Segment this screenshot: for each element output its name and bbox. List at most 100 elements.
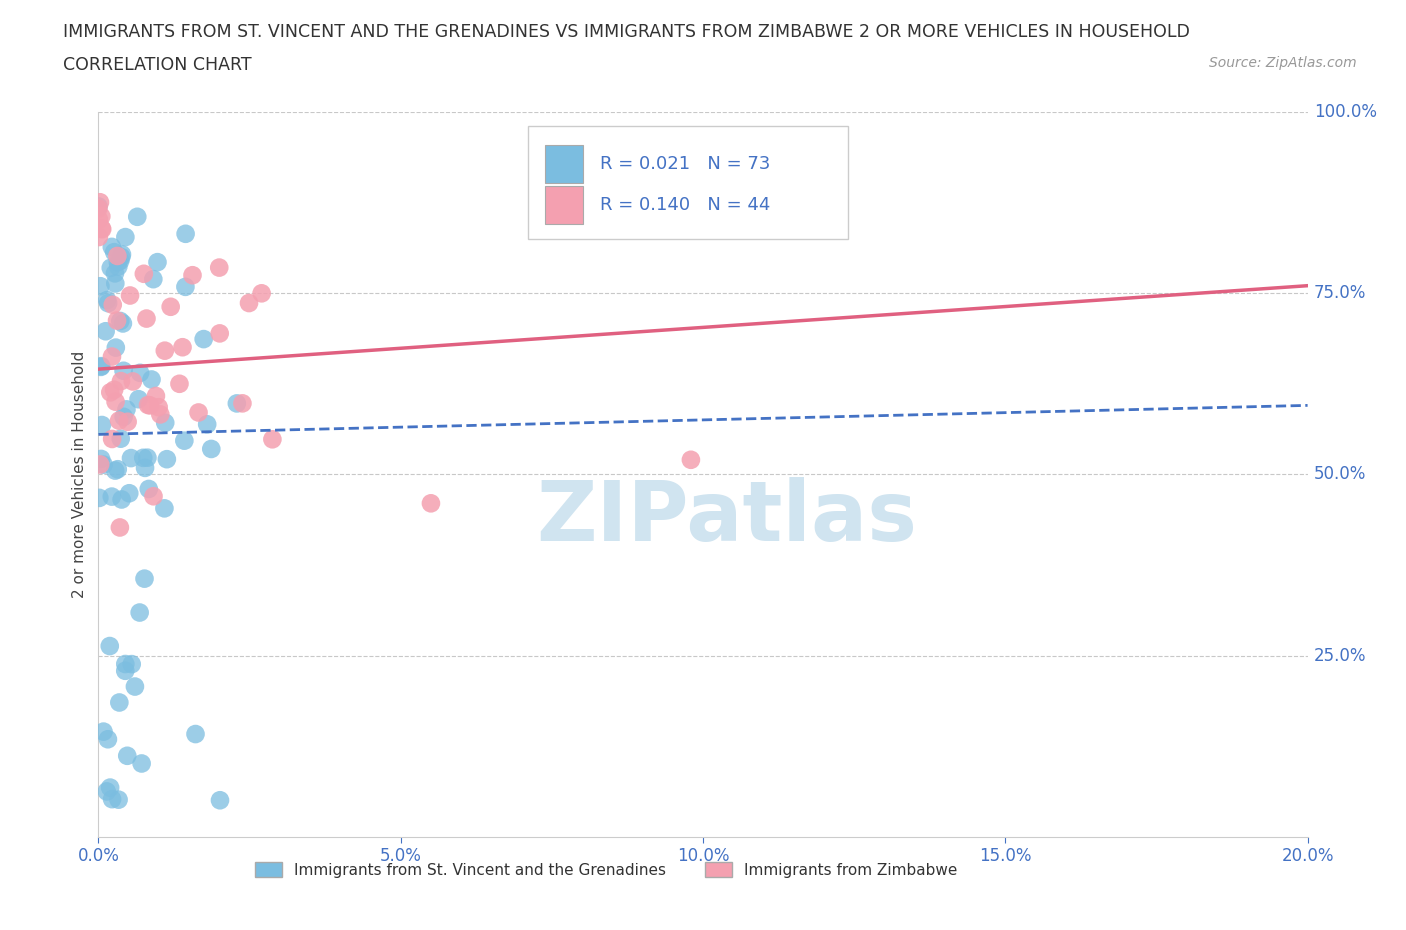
Point — [94, 324, 117, 339]
Point — [107, 462, 129, 477]
Point — [129, 365, 152, 380]
Point — [110, 313, 132, 328]
Point — [105, 248, 128, 263]
Point — [134, 460, 156, 475]
Point — [136, 397, 159, 412]
Point — [89, 194, 111, 209]
Point — [104, 463, 127, 478]
Point — [208, 792, 231, 807]
Point — [238, 296, 260, 311]
Text: IMMIGRANTS FROM ST. VINCENT AND THE GRENADINES VS IMMIGRANTS FROM ZIMBABWE 2 OR : IMMIGRANTS FROM ST. VINCENT AND THE GREN… — [63, 23, 1189, 41]
Point — [104, 266, 127, 281]
Point — [141, 372, 163, 387]
Point — [200, 442, 222, 457]
Point — [112, 409, 135, 424]
Point — [121, 657, 143, 671]
Point — [89, 279, 111, 294]
Point — [136, 450, 159, 465]
Text: R = 0.140   N = 44: R = 0.140 N = 44 — [600, 196, 770, 214]
Point — [156, 452, 179, 467]
Point — [112, 364, 135, 379]
Point — [101, 791, 124, 806]
Point — [104, 340, 127, 355]
Point — [153, 343, 176, 358]
Point — [96, 293, 118, 308]
Point — [110, 249, 132, 264]
Point — [103, 382, 125, 397]
Point — [132, 450, 155, 465]
Point — [172, 339, 194, 354]
Point — [117, 749, 139, 764]
Point — [87, 199, 110, 214]
Point — [114, 230, 136, 245]
Point — [118, 288, 141, 303]
Point — [110, 492, 132, 507]
Point — [104, 276, 127, 291]
Point — [153, 501, 176, 516]
Point — [132, 266, 155, 281]
Point — [145, 389, 167, 404]
FancyBboxPatch shape — [544, 145, 583, 182]
Text: 100.0%: 100.0% — [1313, 102, 1376, 121]
Point — [104, 394, 127, 409]
Point — [127, 209, 149, 224]
Text: 50.0%: 50.0% — [1313, 465, 1367, 484]
Y-axis label: 2 or more Vehicles in Household: 2 or more Vehicles in Household — [72, 351, 87, 598]
Point — [107, 255, 129, 270]
Point — [90, 359, 112, 374]
Text: 25.0%: 25.0% — [1313, 646, 1367, 665]
Point — [124, 679, 146, 694]
Point — [110, 254, 132, 269]
Point — [181, 268, 204, 283]
Point — [184, 726, 207, 741]
Point — [131, 756, 153, 771]
Point — [173, 433, 195, 448]
Point — [98, 780, 121, 795]
Point — [107, 792, 129, 807]
Point — [90, 209, 112, 224]
Point — [679, 452, 702, 467]
Point — [103, 245, 125, 259]
Point — [159, 299, 181, 314]
Point — [108, 413, 131, 428]
Point — [420, 496, 443, 511]
Point — [91, 221, 114, 236]
Point — [120, 451, 142, 466]
Point — [111, 316, 134, 331]
Point — [208, 326, 231, 340]
Text: Source: ZipAtlas.com: Source: ZipAtlas.com — [1209, 56, 1357, 70]
Point — [105, 313, 128, 328]
Point — [93, 458, 115, 472]
Point — [108, 520, 131, 535]
Point — [135, 312, 157, 326]
Point — [128, 605, 150, 620]
Point — [231, 396, 253, 411]
Point — [101, 349, 124, 364]
Point — [138, 482, 160, 497]
Point — [117, 415, 139, 430]
Point — [110, 374, 132, 389]
Point — [115, 402, 138, 417]
Point — [89, 457, 111, 472]
Point — [193, 332, 215, 347]
Point — [87, 230, 110, 245]
Point — [96, 784, 118, 799]
Point — [174, 279, 197, 294]
Point — [111, 247, 134, 262]
Point — [114, 663, 136, 678]
Point — [101, 489, 124, 504]
Point — [174, 226, 197, 241]
Legend: Immigrants from St. Vincent and the Grenadines, Immigrants from Zimbabwe: Immigrants from St. Vincent and the Gren… — [249, 856, 965, 884]
Point — [110, 432, 132, 446]
Point — [250, 286, 273, 300]
Point — [87, 212, 110, 227]
Text: 75.0%: 75.0% — [1313, 284, 1367, 302]
Point — [148, 400, 170, 415]
Point — [169, 377, 191, 392]
Point — [89, 490, 111, 505]
Point — [97, 732, 120, 747]
Point — [90, 221, 112, 236]
Point — [100, 260, 122, 275]
Point — [146, 255, 169, 270]
Point — [134, 571, 156, 586]
